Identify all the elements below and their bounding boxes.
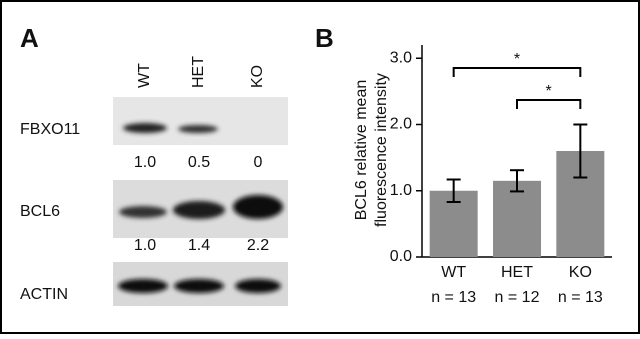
row-label: BCL6 xyxy=(20,203,60,220)
band xyxy=(178,125,218,133)
panel-label: B xyxy=(315,23,334,53)
quantification: 1.4 xyxy=(188,237,210,254)
quantification: 1.0 xyxy=(134,154,156,171)
significance-label: * xyxy=(546,83,552,100)
n-label: n = 13 xyxy=(431,289,476,306)
y-axis-label: BCL6 relative mean xyxy=(353,80,370,221)
bar xyxy=(493,180,541,257)
x-tick-label: HET xyxy=(501,264,533,281)
band xyxy=(233,195,283,219)
significance-bracket xyxy=(516,99,582,109)
y-tick-label: 2.0 xyxy=(390,116,412,133)
quantification: 2.2 xyxy=(247,237,269,254)
y-tick-label: 3.0 xyxy=(390,49,412,66)
band xyxy=(173,201,225,219)
n-label: n = 12 xyxy=(495,289,540,306)
quantification: 0.5 xyxy=(188,154,210,171)
quantification: 0 xyxy=(254,154,263,171)
lane-label: HET xyxy=(190,56,207,88)
significance-bracket xyxy=(452,67,582,77)
blot-fbxo11 xyxy=(113,97,288,145)
lane-label: KO xyxy=(249,65,266,88)
band xyxy=(174,279,224,293)
x-tick-label: KO xyxy=(569,264,592,281)
panel-label: A xyxy=(20,23,39,53)
y-axis-label: fluorescence intensity xyxy=(373,73,390,227)
band xyxy=(119,206,167,218)
y-tick-label: 0.0 xyxy=(390,248,412,265)
row-label: FBXO11 xyxy=(20,121,80,138)
n-label: n = 13 xyxy=(558,289,603,306)
y-tick-label: 1.0 xyxy=(390,182,412,199)
band xyxy=(123,123,167,133)
band xyxy=(235,279,281,293)
lane-label: WT xyxy=(136,63,153,88)
significance-label: * xyxy=(514,51,520,68)
row-label: ACTIN xyxy=(20,286,68,303)
quantification: 1.0 xyxy=(134,237,156,254)
x-tick-label: WT xyxy=(441,264,466,281)
band xyxy=(118,279,168,293)
